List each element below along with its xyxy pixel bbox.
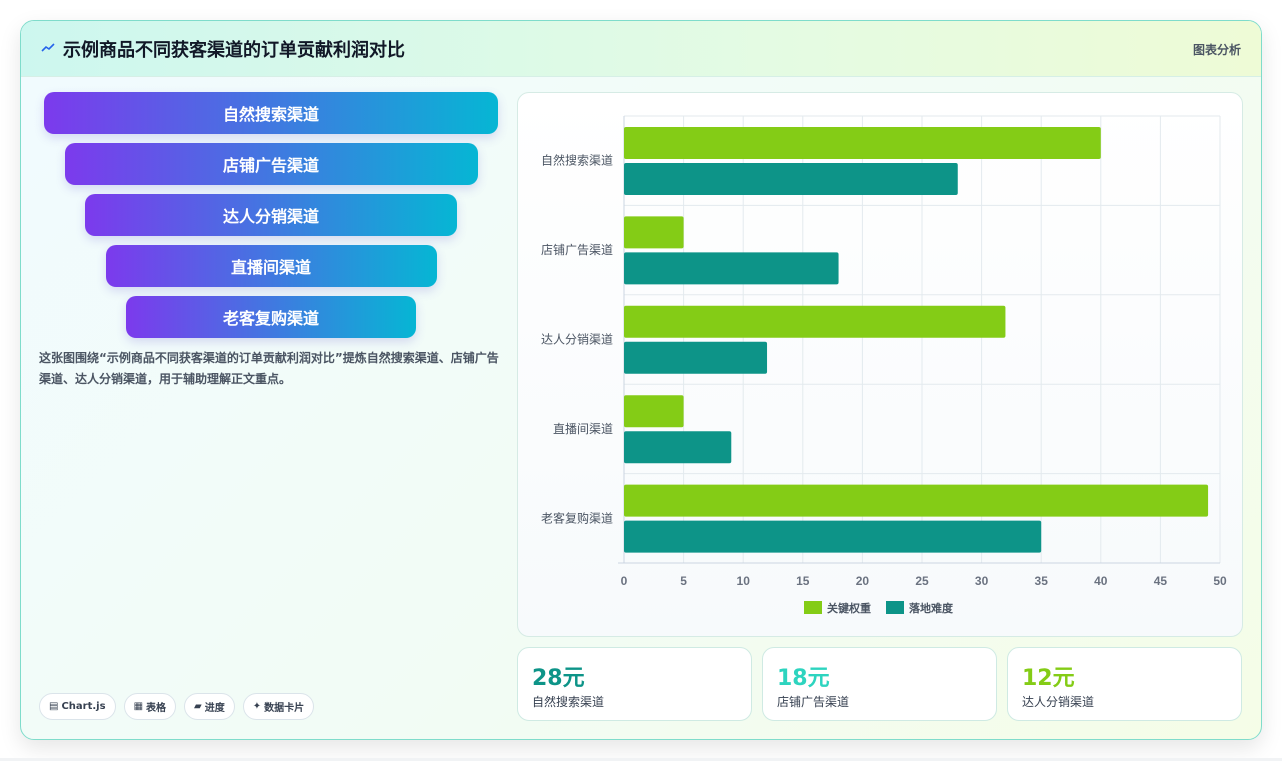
x-tick-label: 20 (856, 574, 870, 588)
x-tick-label: 50 (1213, 574, 1227, 588)
category-label: 自然搜索渠道 (541, 153, 613, 168)
legend-label: 落地难度 (909, 601, 954, 615)
x-tick-label: 5 (680, 574, 687, 588)
x-tick-label: 30 (975, 574, 989, 588)
x-tick-label: 15 (796, 574, 810, 588)
funnel-item: 店铺广告渠道 (64, 143, 478, 185)
funnel-item: 达人分销渠道 (85, 194, 457, 236)
chip[interactable]: ▰ 进度 (184, 693, 235, 720)
bar-difficulty (624, 163, 958, 195)
stat-card: 18元店铺广告渠道 (762, 647, 997, 721)
stat-value: 12元 (1022, 666, 1075, 691)
x-tick-label: 40 (1094, 574, 1108, 588)
chip[interactable]: ✦ 数据卡片 (242, 693, 315, 720)
stat-label: 自然搜索渠道 (532, 695, 605, 709)
x-tick-label: 45 (1154, 574, 1168, 588)
chip-label: 进度 (204, 703, 225, 714)
funnel-item: 老客复购渠道 (126, 296, 416, 338)
page-bottom-strip (0, 758, 1282, 761)
chart-analysis-link[interactable]: 图表分析 (1192, 43, 1241, 57)
x-tick-label: 35 (1035, 574, 1049, 588)
chip[interactable]: ▤ Chart.js (39, 693, 116, 720)
chip-icon: ▦ (133, 701, 144, 712)
bar-difficulty (624, 341, 768, 374)
category-label: 店铺广告渠道 (541, 243, 613, 257)
stat-card: 28元自然搜索渠道 (517, 647, 752, 721)
dashboard-card: 示例商品不同获客渠道的订单贡献利润对比 图表分析 自然搜索渠道 店铺广告渠道 达人分… (20, 20, 1262, 740)
funnel-item: 自然搜索渠道 (44, 92, 498, 134)
bar-key-weight (624, 216, 684, 249)
page-title: 示例商品不同获客渠道的订单贡献利润对比 (63, 40, 405, 61)
category-label: 老客复购渠道 (541, 510, 613, 525)
stat-label: 店铺广告渠道 (777, 695, 850, 709)
trend-icon (41, 43, 55, 52)
legend-swatch (804, 601, 822, 614)
bar-key-weight (624, 305, 1006, 338)
stat-card: 12元达人分销渠道 (1007, 647, 1242, 721)
x-tick-label: 0 (621, 574, 628, 588)
stat-value: 18元 (777, 666, 830, 691)
bar-key-weight (624, 395, 684, 428)
chart-panel: 自然搜索渠道 店铺广告渠道 达人分销渠道直播间渠道老客复购渠道 0 5 10 15 20 25 3… (517, 92, 1243, 637)
chip-icon: ✦ (252, 701, 262, 712)
bar-difficulty (624, 252, 839, 285)
chip-label: 表格 (146, 703, 167, 714)
chip[interactable]: ▦ 表格 (123, 693, 177, 720)
legend-swatch (886, 601, 904, 614)
bar-key-weight (624, 127, 1101, 159)
card-header: 示例商品不同获客渠道的订单贡献利润对比 图表分析 (21, 21, 1261, 77)
bar-key-weight (624, 484, 1209, 517)
bar-difficulty (624, 520, 1042, 553)
chip-icon: ▰ (194, 701, 202, 712)
chip-label: Chart.js (61, 701, 106, 712)
chip-row: ▤ Chart.js ▦ 表格 ▰ 进度 ✦ 数据卡片 (39, 693, 315, 720)
x-tick-label: 10 (737, 574, 751, 588)
category-label: 达人分销渠道 (541, 333, 613, 347)
stat-value: 28元 (532, 666, 585, 691)
x-tick-label: 25 (915, 574, 929, 588)
legend-label: 关键权重 (827, 601, 871, 615)
description-text: 这张图围绕“示例商品不同获客渠道的订单贡献利润对比”提炼自然搜索渠道、店铺广告渠… (39, 351, 499, 386)
bar-difficulty (624, 431, 732, 464)
category-label: 直播间渠道 (553, 422, 613, 436)
chip-icon: ▤ (49, 701, 59, 712)
chip-label: 数据卡片 (264, 703, 305, 714)
stat-label: 达人分销渠道 (1022, 695, 1095, 709)
funnel-item: 直播间渠道 (105, 245, 437, 287)
